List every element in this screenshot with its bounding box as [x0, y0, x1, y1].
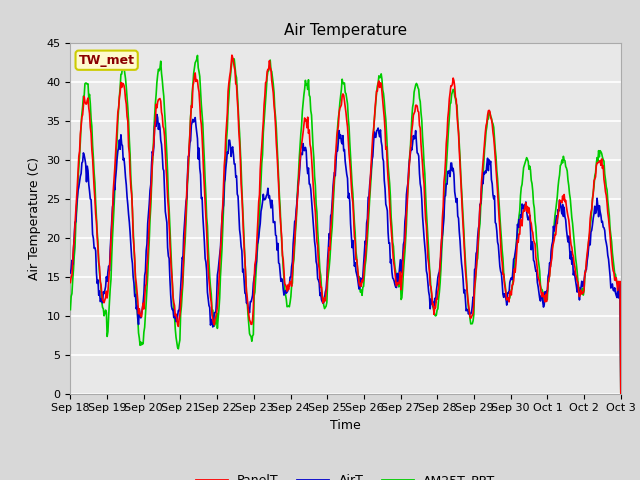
Y-axis label: Air Temperature (C): Air Temperature (C): [28, 157, 41, 280]
Text: TW_met: TW_met: [79, 54, 134, 67]
Legend: PanelT, AirT, AM25T_PRT: PanelT, AirT, AM25T_PRT: [191, 469, 500, 480]
X-axis label: Time: Time: [330, 419, 361, 432]
Title: Air Temperature: Air Temperature: [284, 23, 407, 38]
